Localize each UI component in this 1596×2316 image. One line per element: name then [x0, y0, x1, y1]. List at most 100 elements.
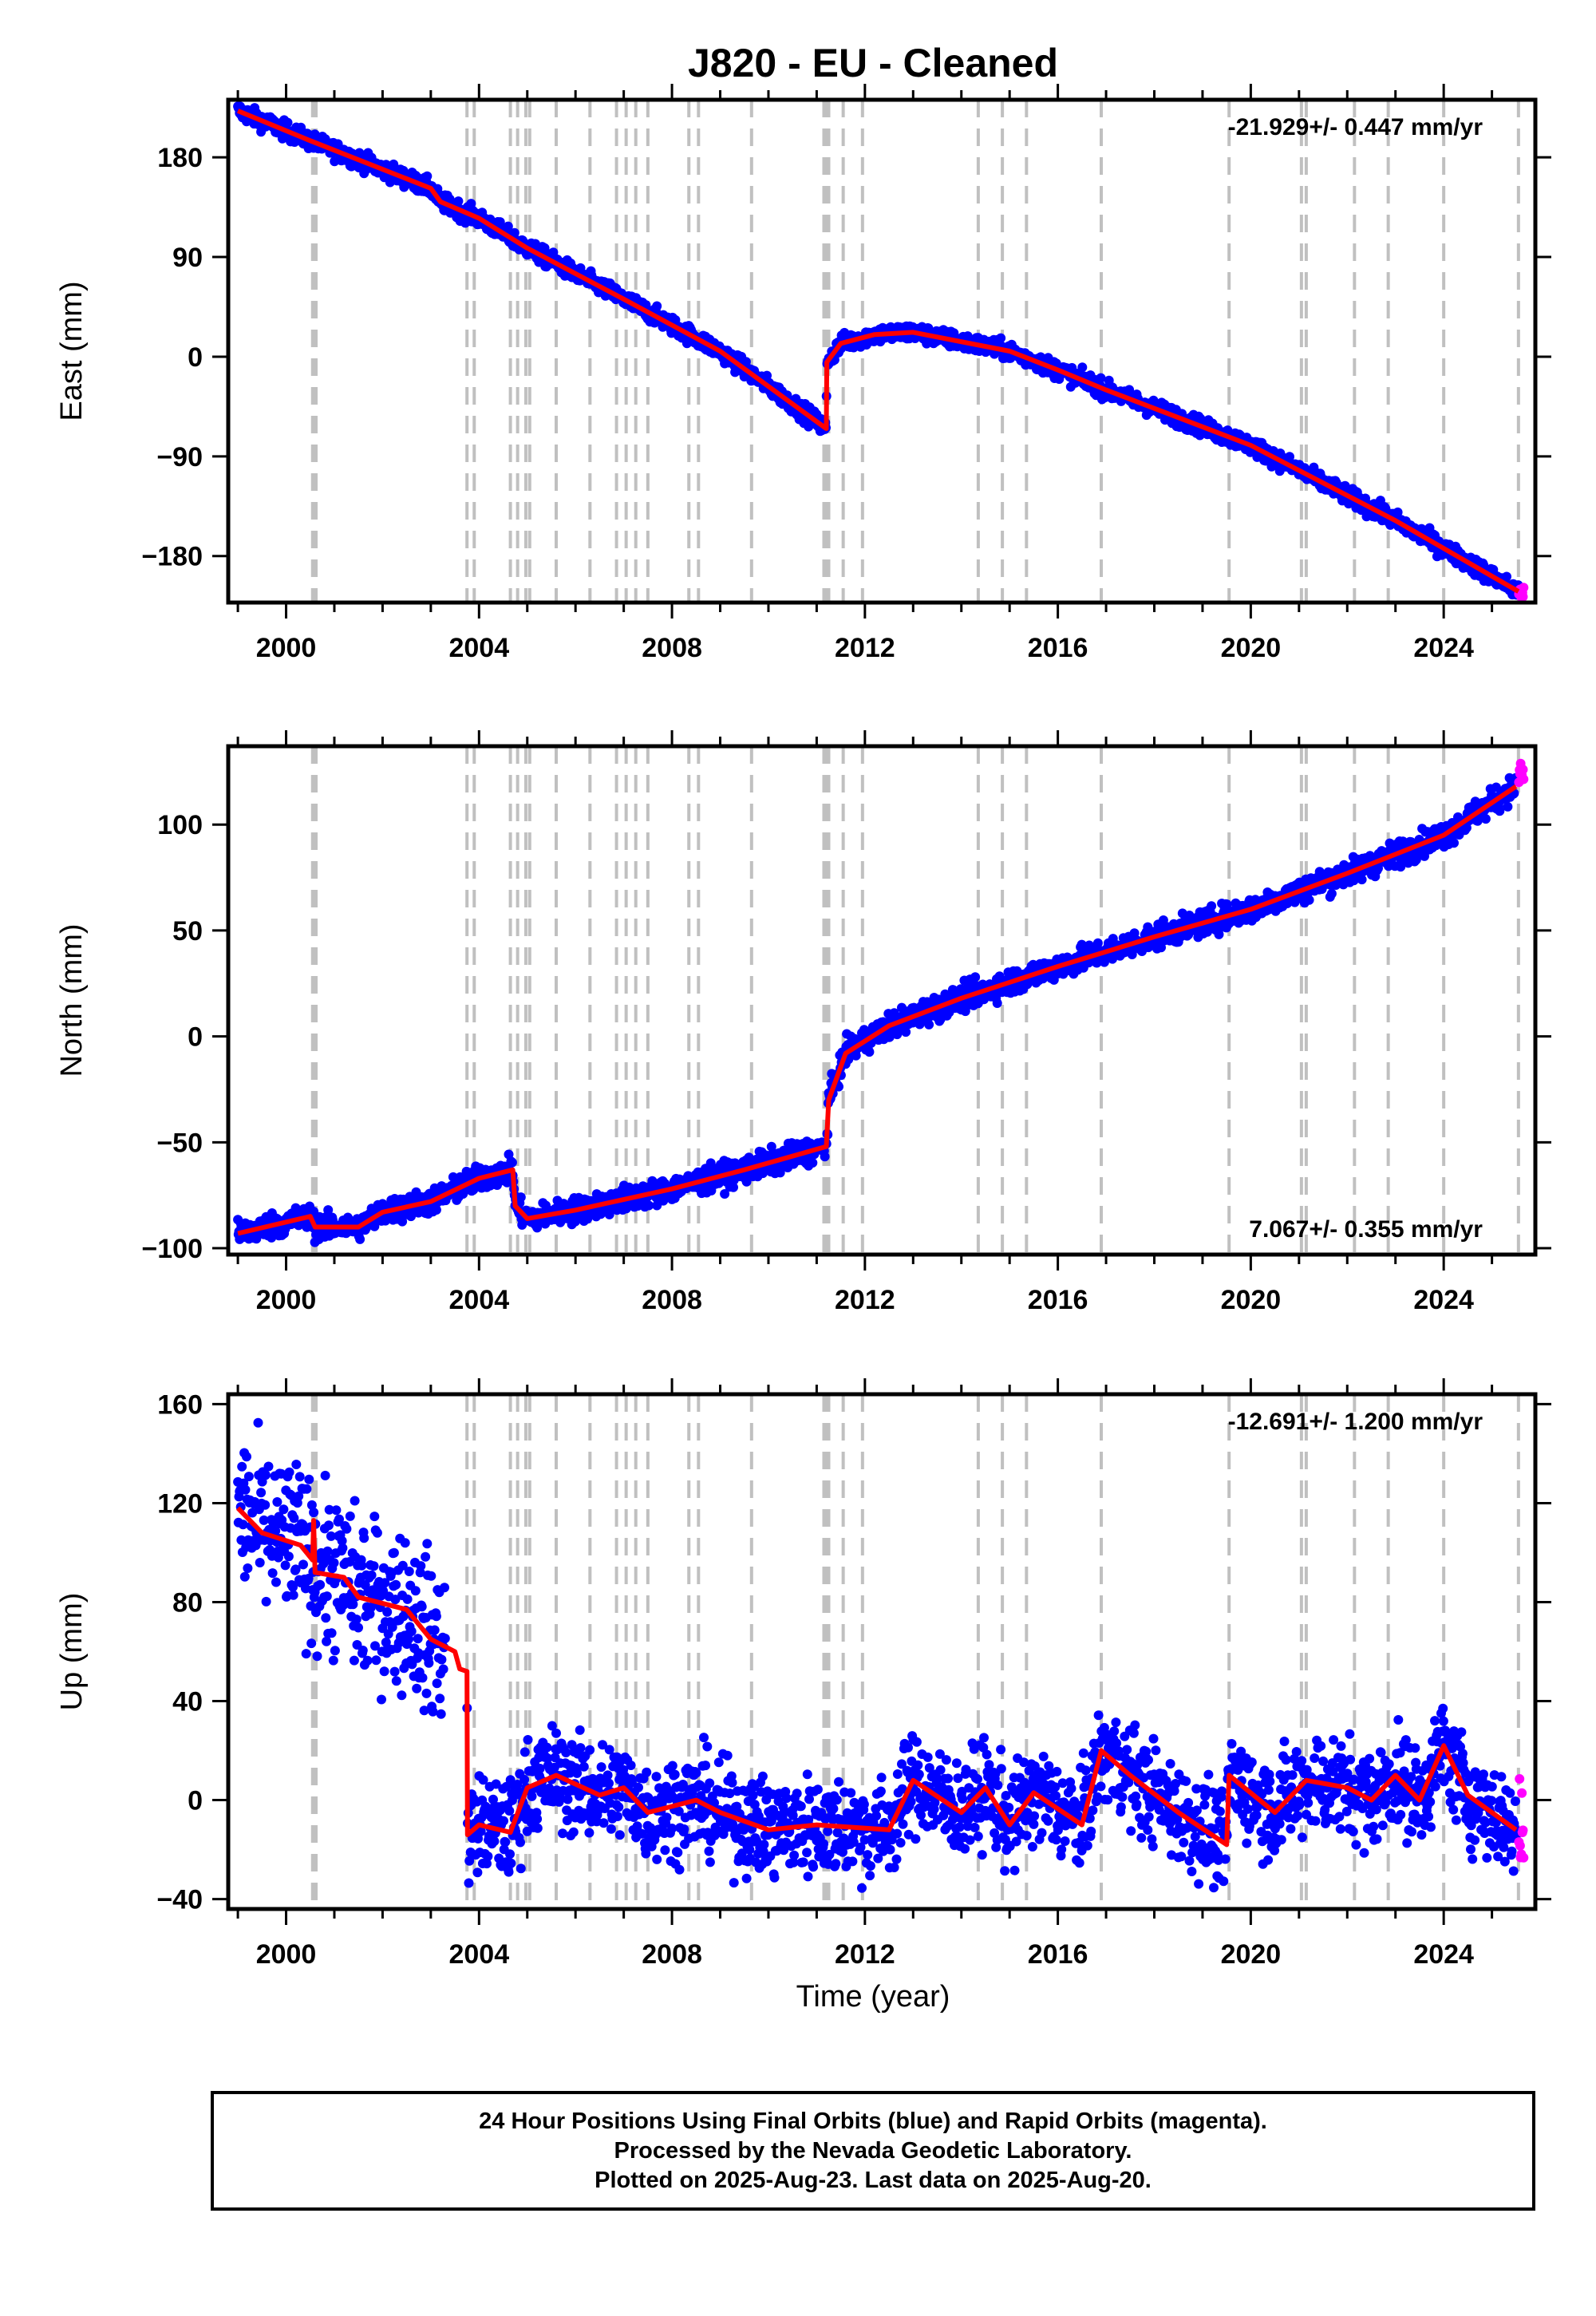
final-orbit-point: [1156, 943, 1166, 953]
x-tick-label: 2012: [835, 1285, 895, 1315]
y-tick-label: 90: [172, 243, 203, 273]
rapid-orbit-point: [1519, 774, 1529, 785]
final-orbit-point: [996, 333, 1006, 343]
final-orbit-point: [304, 1474, 314, 1484]
final-orbit-point: [379, 1666, 389, 1677]
final-orbit-point: [1077, 362, 1088, 373]
x-tick-label: 2020: [1221, 1285, 1282, 1315]
final-orbit-point: [337, 1535, 347, 1546]
final-orbit-point: [970, 972, 981, 982]
x-tick-label: 2008: [642, 633, 702, 663]
x-tick-label: 2016: [1028, 1285, 1088, 1315]
final-orbit-point: [350, 1496, 360, 1506]
final-orbit-point: [291, 1460, 302, 1469]
final-orbit-point: [282, 117, 293, 128]
x-tick-label: 2020: [1221, 633, 1282, 663]
x-tick-label: 2024: [1413, 1285, 1474, 1315]
final-orbit-point: [331, 1505, 342, 1516]
final-orbit-point: [283, 1551, 294, 1562]
final-orbit-point: [320, 1470, 330, 1480]
final-orbit-point: [1393, 507, 1403, 517]
final-orbit-point: [338, 1543, 348, 1553]
y-tick-label: −90: [156, 442, 203, 472]
final-orbit-point: [453, 196, 464, 207]
final-orbit-point: [503, 221, 513, 231]
final-orbit-point: [351, 1614, 361, 1625]
rate-label: -21.929+/- 0.447 mm/yr: [1228, 114, 1483, 140]
final-orbit-point: [397, 1216, 408, 1227]
final-orbit-point: [358, 1646, 368, 1655]
final-orbit-point: [1502, 571, 1511, 582]
final-orbit-point: [389, 1547, 399, 1558]
final-orbit-point: [516, 1192, 526, 1203]
final-orbit-point: [901, 1027, 911, 1037]
final-orbit-point: [397, 1690, 407, 1701]
final-orbit-point: [290, 1564, 301, 1575]
final-orbit-point: [279, 1504, 289, 1515]
final-orbit-point: [263, 1461, 274, 1472]
plot-frame: [226, 97, 1538, 605]
final-orbit-point: [1222, 899, 1232, 910]
final-orbit-point: [389, 1666, 400, 1677]
final-orbit-point: [243, 1563, 253, 1573]
chart-title: J820 - EU - Cleaned: [688, 41, 1058, 85]
final-orbit-point: [255, 1558, 265, 1567]
final-orbit-point: [272, 1497, 282, 1507]
final-orbit-point: [507, 1157, 517, 1168]
final-orbit-point: [288, 1590, 298, 1600]
final-orbit-point: [273, 1552, 283, 1563]
data-points: [233, 1417, 1529, 1893]
final-orbit-point: [448, 1172, 458, 1182]
x-tick-label: 2004: [448, 1285, 509, 1315]
final-orbit-point: [259, 1515, 269, 1525]
model-line: [237, 784, 1518, 1236]
final-orbit-point: [720, 1189, 730, 1199]
final-orbit-point: [301, 1649, 311, 1659]
rate-label: 7.067+/- 0.355 mm/yr: [1249, 1216, 1483, 1243]
final-orbit-point: [271, 1577, 281, 1587]
final-orbit-point: [284, 1467, 294, 1477]
final-orbit-point: [1357, 875, 1367, 885]
final-orbit-point: [354, 1622, 363, 1633]
final-orbit-point: [328, 1655, 338, 1666]
final-orbit-point: [357, 1560, 367, 1571]
final-orbit-point: [242, 1452, 251, 1462]
x-tick-label: 2024: [1413, 633, 1474, 663]
final-orbit-point: [289, 1513, 299, 1524]
y-tick-label: −180: [141, 542, 203, 572]
y-tick-label: 0: [188, 1022, 203, 1053]
final-orbit-point: [1207, 901, 1217, 911]
final-orbit-point: [267, 1568, 278, 1579]
final-orbit-point: [366, 1570, 377, 1580]
final-orbit-point: [236, 1535, 247, 1545]
final-orbit-point: [382, 1607, 393, 1617]
final-orbit-point: [342, 1524, 352, 1534]
final-orbit-point: [324, 1504, 334, 1515]
final-orbit-point: [322, 1546, 333, 1556]
final-orbit-point: [306, 1500, 317, 1510]
final-orbit-point: [302, 1484, 312, 1494]
x-tick-label: 2012: [835, 633, 895, 663]
final-orbit-point: [298, 1559, 308, 1570]
final-orbit-point: [864, 1047, 875, 1057]
final-orbit-point: [322, 1636, 332, 1646]
final-orbit-point: [243, 1472, 254, 1482]
y-tick-label: 100: [157, 810, 203, 840]
y-axis-label: North (mm): [55, 923, 89, 1077]
rapid-orbit-point: [1519, 583, 1529, 593]
final-orbit-point: [820, 1152, 830, 1162]
final-orbit-point: [271, 1526, 281, 1536]
final-orbit-point: [729, 1182, 738, 1192]
final-orbit-point: [253, 1417, 263, 1428]
final-orbit-point: [326, 1628, 337, 1638]
final-orbit-point: [1495, 806, 1505, 816]
y-tick-label: −50: [156, 1128, 203, 1158]
final-orbit-point: [260, 1470, 271, 1480]
final-orbit-point: [1503, 801, 1513, 812]
x-tick-label: 2004: [448, 633, 509, 663]
final-orbit-point: [306, 1638, 317, 1649]
data-points: [233, 758, 1529, 1247]
y-tick-label: 0: [188, 342, 203, 373]
